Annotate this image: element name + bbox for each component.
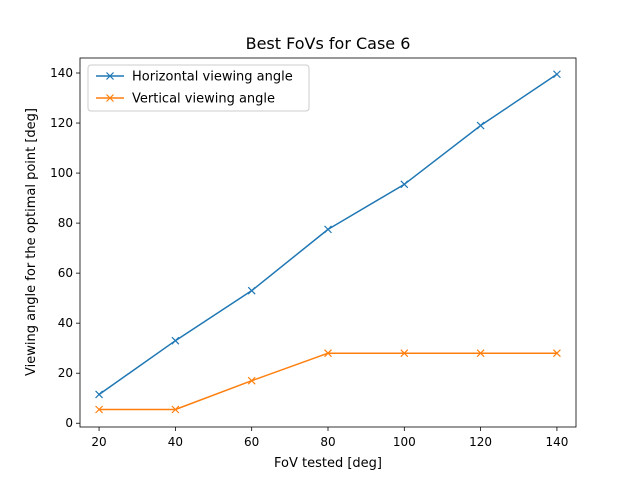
data-point-series-1 — [247, 286, 256, 295]
data-point-series-2-stroke — [476, 349, 485, 358]
legend-swatch-marker — [106, 72, 114, 80]
data-point-series-2 — [247, 376, 256, 385]
y-tick-label: 40 — [58, 316, 73, 330]
axes-frame — [79, 57, 577, 428]
y-tick-label: 60 — [58, 266, 73, 280]
data-point-series-1-stroke — [171, 336, 180, 345]
data-point-series-2 — [95, 405, 104, 414]
x-tick-label: 60 — [244, 435, 259, 449]
y-tick-label: 140 — [50, 66, 73, 80]
x-axis-label: FoV tested [deg] — [274, 456, 382, 471]
chart-title: Best FoVs for Case 6 — [246, 34, 411, 53]
data-point-series-1-stroke — [552, 70, 561, 79]
data-point-series-2-stroke — [552, 349, 561, 358]
legend-swatch-marker — [106, 94, 114, 102]
x-tick-label: 40 — [168, 435, 183, 449]
legend-swatch-marker-stroke — [106, 72, 114, 80]
data-point-series-1-stroke — [324, 225, 332, 234]
data-point-series-2 — [324, 349, 332, 358]
series-line-2 — [99, 352, 557, 411]
x-tick-label: 140 — [545, 435, 568, 449]
data-point-series-2 — [400, 349, 409, 358]
data-point-series-2-stroke — [171, 405, 180, 414]
data-point-series-1-stroke — [476, 121, 485, 130]
data-point-series-1 — [476, 121, 485, 130]
y-tick-label: 80 — [58, 216, 73, 230]
data-point-series-1-stroke — [95, 390, 104, 399]
legend-box — [87, 64, 310, 112]
data-point-series-2-stroke — [400, 349, 409, 358]
y-axis-label: Viewing angle for the optimal point [deg… — [24, 108, 39, 376]
data-point-series-1 — [171, 336, 180, 345]
legend-entry-label: Horizontal viewing angle — [132, 70, 293, 85]
legend: Horizontal viewing angle Vertical viewing… — [87, 64, 310, 112]
x-tick-label: 100 — [393, 435, 416, 449]
legend-entry-label: Vertical viewing angle — [132, 92, 275, 107]
data-point-series-1 — [95, 390, 104, 399]
y-tick-label: 20 — [58, 366, 73, 380]
y-tick-label: 100 — [50, 166, 73, 180]
series-line-1 — [98, 73, 558, 396]
y-tick-label: 120 — [50, 116, 73, 130]
x-tick-label: 80 — [320, 435, 335, 449]
data-point-series-1-stroke — [400, 180, 409, 189]
data-point-series-2-stroke — [95, 405, 104, 414]
data-point-series-1 — [324, 225, 332, 234]
data-point-series-2-stroke — [247, 376, 256, 385]
data-point-series-2 — [552, 349, 561, 358]
x-tick-label: 20 — [91, 435, 106, 449]
y-tick-label: 0 — [65, 416, 73, 430]
data-point-series-2 — [171, 405, 180, 414]
data-point-series-2 — [476, 349, 485, 358]
plot-area: 20 40 60 80 100 120 140 0 20 40 60 80 100 120 140 — [50, 57, 577, 449]
data-point-series-2-stroke — [324, 349, 332, 358]
data-point-series-1 — [552, 70, 561, 79]
legend-swatch-marker-stroke — [106, 94, 114, 102]
x-tick-label: 120 — [469, 435, 492, 449]
data-point-series-1 — [400, 180, 409, 189]
data-point-series-1-stroke — [247, 286, 256, 295]
